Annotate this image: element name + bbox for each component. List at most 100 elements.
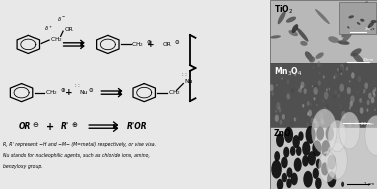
Circle shape [296, 146, 302, 156]
Text: CH$_2$: CH$_2$ [168, 88, 181, 97]
Circle shape [349, 106, 351, 110]
Ellipse shape [345, 6, 352, 11]
Circle shape [307, 101, 310, 106]
Text: 20 nm: 20 nm [361, 122, 374, 126]
Text: R': R' [61, 122, 69, 131]
Circle shape [308, 110, 312, 117]
Circle shape [319, 123, 322, 128]
Circle shape [337, 94, 340, 98]
Ellipse shape [357, 22, 360, 25]
Circle shape [363, 89, 366, 93]
Text: $\ominus$: $\ominus$ [174, 38, 180, 46]
Circle shape [354, 120, 359, 127]
Ellipse shape [316, 52, 324, 59]
Circle shape [279, 64, 282, 68]
Ellipse shape [278, 11, 286, 24]
Circle shape [317, 61, 321, 67]
Text: : :: : : [75, 84, 80, 88]
Ellipse shape [368, 22, 374, 27]
Circle shape [300, 88, 301, 90]
Circle shape [327, 154, 336, 170]
Text: +: + [147, 40, 155, 49]
Circle shape [276, 133, 284, 147]
Ellipse shape [352, 53, 364, 64]
Circle shape [321, 140, 331, 156]
Circle shape [321, 162, 329, 176]
Circle shape [287, 167, 293, 178]
Ellipse shape [288, 30, 298, 36]
Circle shape [311, 118, 314, 124]
Circle shape [281, 157, 288, 168]
Bar [270, 63, 377, 127]
Circle shape [374, 108, 376, 111]
Circle shape [305, 126, 316, 144]
Circle shape [298, 89, 300, 92]
Circle shape [306, 89, 307, 91]
Text: Nu: Nu [185, 79, 193, 84]
Circle shape [315, 121, 319, 128]
Text: CH$_2$: CH$_2$ [51, 35, 63, 44]
Circle shape [354, 109, 356, 112]
Circle shape [316, 104, 317, 106]
Circle shape [271, 91, 274, 96]
Circle shape [314, 88, 318, 95]
Circle shape [291, 88, 294, 93]
Circle shape [329, 88, 330, 91]
Circle shape [339, 112, 360, 149]
Circle shape [316, 127, 324, 140]
Circle shape [294, 158, 302, 172]
Circle shape [275, 115, 279, 122]
Circle shape [278, 102, 281, 106]
Circle shape [340, 72, 342, 75]
Circle shape [371, 97, 374, 103]
Text: TiO$_2$: TiO$_2$ [274, 4, 293, 16]
Circle shape [365, 82, 368, 89]
Circle shape [341, 111, 346, 119]
Ellipse shape [348, 15, 354, 19]
Circle shape [279, 108, 281, 113]
Circle shape [357, 90, 359, 95]
Circle shape [326, 88, 328, 91]
Circle shape [326, 126, 334, 141]
Circle shape [356, 67, 358, 72]
Ellipse shape [350, 48, 362, 57]
Circle shape [279, 120, 282, 125]
Text: R, R' represent −H and −M− (M=metal) respectively, or vise visa.: R, R' represent −H and −M− (M=metal) res… [3, 142, 156, 147]
Text: +: + [46, 122, 54, 132]
Text: 20nm: 20nm [362, 58, 374, 62]
Circle shape [303, 88, 307, 94]
Circle shape [327, 171, 336, 187]
Ellipse shape [370, 28, 374, 30]
Ellipse shape [270, 35, 281, 39]
Text: OR: OR [19, 122, 31, 131]
Text: OR: OR [64, 27, 73, 32]
Ellipse shape [292, 24, 298, 33]
Circle shape [351, 72, 355, 79]
Circle shape [334, 90, 337, 96]
Circle shape [325, 105, 329, 112]
Circle shape [372, 90, 375, 95]
Circle shape [340, 65, 342, 67]
Text: $\delta^+$: $\delta^+$ [44, 24, 53, 33]
Circle shape [293, 135, 300, 148]
Circle shape [290, 146, 296, 156]
Text: 1 μm: 1 μm [364, 182, 374, 186]
Circle shape [307, 112, 309, 116]
Circle shape [282, 114, 285, 120]
Ellipse shape [342, 25, 351, 37]
Circle shape [367, 87, 368, 89]
Circle shape [307, 122, 309, 127]
Ellipse shape [309, 56, 315, 63]
Circle shape [291, 173, 298, 185]
Text: +: + [65, 88, 72, 97]
Text: $\ominus$: $\ominus$ [89, 86, 95, 94]
Circle shape [297, 88, 300, 94]
Circle shape [270, 84, 274, 91]
Circle shape [344, 63, 348, 69]
Ellipse shape [286, 17, 296, 23]
Circle shape [277, 179, 283, 189]
Circle shape [310, 103, 312, 106]
Circle shape [287, 94, 290, 100]
Circle shape [366, 108, 368, 112]
Circle shape [300, 81, 305, 88]
